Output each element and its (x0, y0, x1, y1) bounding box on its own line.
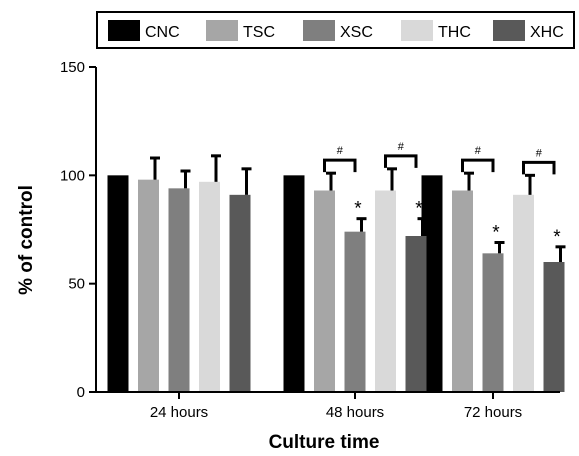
bar-tsc-2 (452, 190, 473, 392)
legend-label-xhc: XHC (530, 24, 564, 41)
plot-area: * * * * # # # # (107, 141, 566, 392)
bar-cnc-0 (107, 175, 129, 392)
hash-mark: # (337, 145, 344, 157)
bar-thc-1 (375, 190, 396, 392)
asterisk-mark: * (492, 223, 500, 244)
bar-cnc-2 (421, 175, 443, 392)
bar-thc-0 (199, 181, 220, 392)
legend-swatch-xsc (303, 20, 335, 41)
y-tick-label: 100 (60, 167, 85, 184)
significance-bracket (323, 158, 357, 173)
asterisk-mark: * (553, 227, 561, 248)
legend-swatch-xhc (493, 20, 525, 41)
bar-thc-2 (513, 194, 534, 392)
significance-bracket (461, 158, 495, 173)
asterisk-mark: * (354, 199, 362, 220)
significance-bracket (522, 160, 556, 175)
legend-swatch-thc (401, 20, 433, 41)
bar-xhc-2 (543, 262, 565, 392)
x-tick-label: 24 hours (150, 404, 208, 421)
hash-mark: # (475, 145, 482, 157)
y-tick-label: 150 (60, 59, 85, 76)
bar-tsc-0 (138, 179, 159, 392)
bar-xhc-0 (229, 194, 251, 392)
x-tick-label: 48 hours (326, 404, 384, 421)
bar-xsc-0 (168, 188, 190, 392)
y-tick-label: 0 (77, 384, 85, 401)
y-tick-label: 50 (68, 276, 85, 293)
legend-label-xsc: XSC (340, 24, 373, 41)
legend-swatch-cnc (108, 20, 140, 41)
legend-swatch-tsc (206, 20, 238, 41)
legend-label-tsc: TSC (243, 24, 275, 41)
hash-mark: # (398, 141, 405, 153)
y-axis: 0 50 100 150 (60, 59, 97, 401)
x-tick-label: 72 hours (464, 404, 522, 421)
legend-label-thc: THC (438, 24, 471, 41)
bar-cnc-1 (283, 175, 305, 392)
hash-mark: # (536, 147, 543, 159)
legend: CNC TSC XSC THC XHC (96, 11, 575, 49)
x-axis: 24 hours 48 hours 72 hours (96, 391, 560, 421)
y-axis-title: % of control (16, 185, 37, 295)
bar-xhc-1 (405, 236, 427, 392)
x-axis-title: Culture time (269, 432, 380, 453)
bar-tsc-1 (314, 190, 335, 392)
bar-xsc-2 (482, 253, 504, 392)
legend-label-cnc: CNC (145, 24, 180, 41)
asterisk-mark: * (415, 199, 423, 220)
significance-bracket (384, 154, 418, 168)
bar-xsc-1 (344, 231, 366, 392)
